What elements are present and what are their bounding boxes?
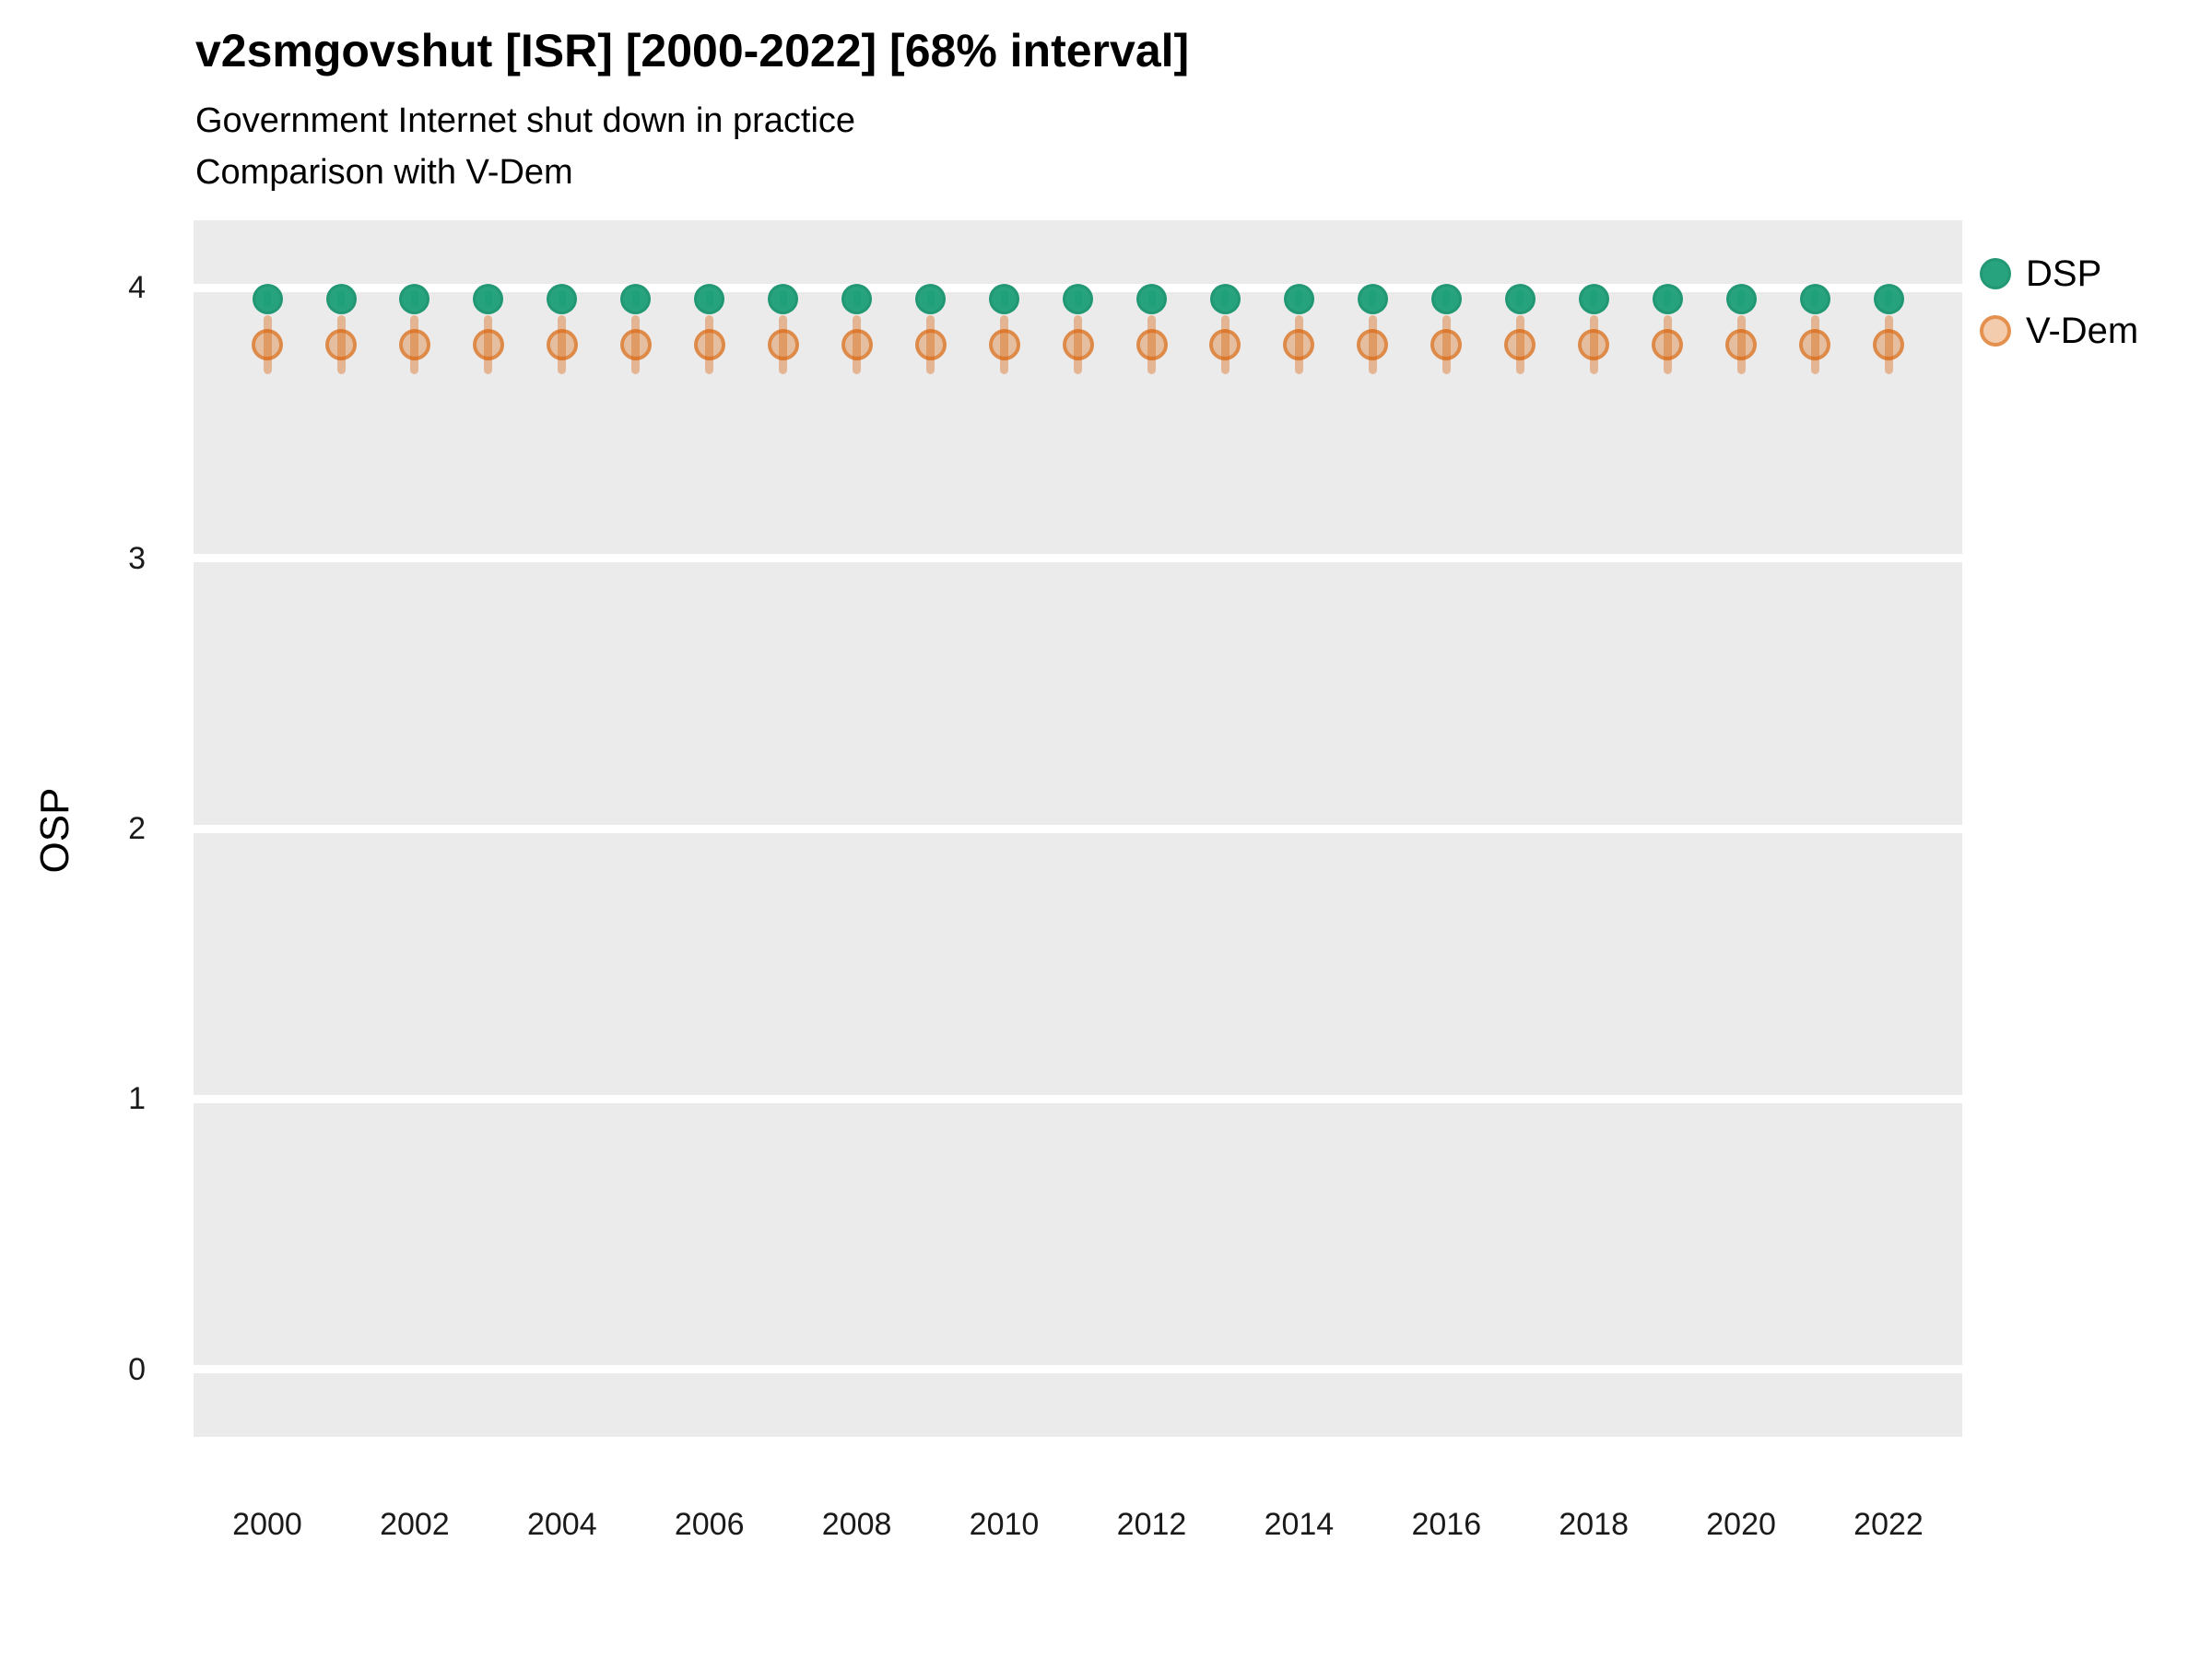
vdem-point xyxy=(252,328,283,360)
dsp-point xyxy=(1873,283,1904,314)
dsp-point xyxy=(620,283,652,314)
vdem-point xyxy=(767,328,799,360)
x-tick-label-2020: 2020 xyxy=(1706,1507,1776,1542)
legend-item-dsp: DSP xyxy=(1980,245,2138,302)
gridline-y-0 xyxy=(194,1365,1962,1374)
vdem-legend-marker-icon xyxy=(1980,315,2011,347)
x-tick-label-2022: 2022 xyxy=(1853,1507,1924,1542)
dsp-point xyxy=(473,283,504,314)
dsp-point xyxy=(1209,283,1241,314)
vdem-point xyxy=(1652,328,1684,360)
vdem-point xyxy=(1283,328,1315,360)
dsp-point xyxy=(252,283,283,314)
x-tick-label-2008: 2008 xyxy=(821,1507,892,1542)
vdem-point xyxy=(1135,328,1168,360)
vdem-point xyxy=(1209,328,1241,360)
x-tick-label-2004: 2004 xyxy=(526,1507,597,1542)
chart-subtitle: Government Internet shut down in practic… xyxy=(195,101,856,140)
y-tick-label-4: 4 xyxy=(128,270,146,306)
dsp-point xyxy=(547,283,578,314)
vdem-point xyxy=(841,328,873,360)
dsp-legend-marker-icon xyxy=(1980,258,2011,289)
vdem-point xyxy=(1799,328,1830,360)
vdem-point xyxy=(1725,328,1758,360)
vdem-point xyxy=(914,328,947,360)
vdem-point xyxy=(1504,328,1536,360)
dsp-point xyxy=(1578,283,1609,314)
dsp-point xyxy=(1063,283,1093,314)
dsp-point xyxy=(694,283,725,314)
vdem-point xyxy=(472,328,504,360)
dsp-point xyxy=(989,283,1019,314)
x-tick-label-2018: 2018 xyxy=(1559,1507,1629,1542)
dsp-point xyxy=(841,283,873,314)
dsp-point xyxy=(325,283,357,314)
chart-title: v2smgovshut [ISR] [2000-2022] [68% inter… xyxy=(195,25,1190,76)
gridline-y-2 xyxy=(194,824,1962,833)
dsp-point xyxy=(1504,283,1535,314)
x-tick-label-2000: 2000 xyxy=(232,1507,302,1542)
vdem-point xyxy=(693,328,725,360)
vdem-legend-label: V-Dem xyxy=(2026,311,2139,351)
vdem-point xyxy=(988,328,1020,360)
vdem-point xyxy=(325,328,357,360)
dsp-point xyxy=(1136,283,1167,314)
dsp-point xyxy=(768,283,799,314)
dsp-point xyxy=(1283,283,1314,314)
dsp-point xyxy=(1430,283,1462,314)
vdem-point xyxy=(1062,328,1094,360)
dsp-point xyxy=(1652,283,1683,314)
legend: DSP V-Dem xyxy=(1980,245,2138,359)
dsp-point xyxy=(1799,283,1830,314)
x-tick-label-2012: 2012 xyxy=(1116,1507,1187,1542)
dsp-legend-label: DSP xyxy=(2026,253,2102,294)
vdem-point xyxy=(546,328,578,360)
vdem-point xyxy=(619,328,652,360)
x-tick-label-2006: 2006 xyxy=(674,1507,745,1542)
y-tick-label-0: 0 xyxy=(128,1351,146,1387)
y-tick-label-2: 2 xyxy=(128,811,146,846)
x-tick-label-2010: 2010 xyxy=(969,1507,1040,1542)
gridline-y-1 xyxy=(194,1094,1962,1103)
y-tick-label-1: 1 xyxy=(128,1081,146,1117)
dsp-point xyxy=(399,283,430,314)
vdem-point xyxy=(1430,328,1463,360)
y-tick-label-3: 3 xyxy=(128,540,146,576)
vdem-point xyxy=(1873,328,1904,360)
legend-item-vdem: V-Dem xyxy=(1980,302,2138,359)
vdem-point xyxy=(1357,328,1389,360)
dsp-point xyxy=(1725,283,1757,314)
x-tick-label-2016: 2016 xyxy=(1411,1507,1482,1542)
gridline-y-3 xyxy=(194,554,1962,563)
x-tick-label-2014: 2014 xyxy=(1264,1507,1335,1542)
chart-subtitle-comparison: Comparison with V-Dem xyxy=(195,153,573,192)
vdem-point xyxy=(398,328,430,360)
vdem-point xyxy=(1578,328,1610,360)
dsp-point xyxy=(1357,283,1388,314)
x-tick-label-2002: 2002 xyxy=(380,1507,450,1542)
dsp-point xyxy=(915,283,947,314)
plot-panel xyxy=(194,220,1962,1437)
